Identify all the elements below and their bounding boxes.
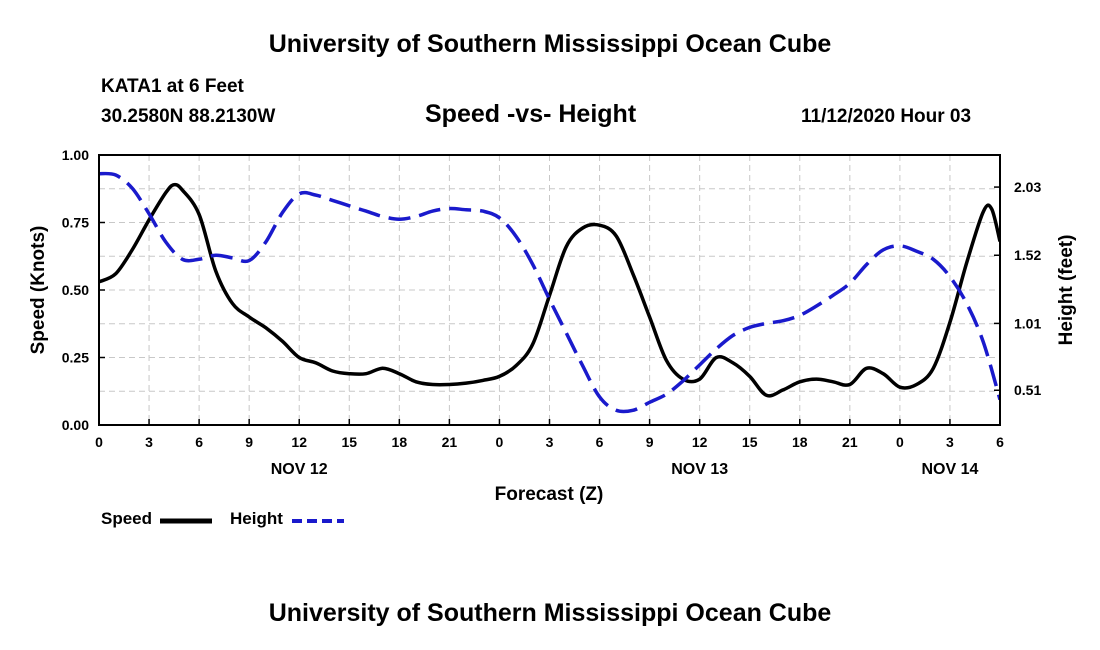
x-tick-label: 6: [195, 434, 203, 450]
series-lines: [99, 171, 1000, 414]
coordinates-label: 30.2580N 88.2130W: [101, 106, 276, 127]
y2-tick-label: 0.51: [1014, 382, 1041, 398]
day-label: NOV 13: [671, 461, 728, 478]
page-title: University of Southern Mississippi Ocean…: [268, 30, 832, 58]
y-tick-label: 0.50: [62, 282, 89, 298]
x-tick-label: 21: [442, 434, 458, 450]
legend-speed-label: Speed: [101, 509, 153, 528]
y-tick-label: 0.75: [62, 215, 89, 231]
x-tick-label: 12: [291, 434, 307, 450]
day-label: NOV 14: [921, 461, 978, 478]
legend-height-label: Height: [230, 509, 283, 528]
y-tick-label: 0.00: [62, 417, 89, 433]
x-tick-label: 15: [341, 434, 357, 450]
axis-ticks: 0 3 6 9 12 15 18 21 0 3 6 9 12 15 18 21 0 3 6 0.00 0.25 0.50 0…: [62, 147, 1042, 478]
x-tick-label: 6: [996, 434, 1004, 450]
datetime-label: 11/12/2020 Hour 03: [801, 106, 972, 127]
station-label: KATA1 at 6 Feet: [101, 76, 244, 97]
y-tick-label: 1.00: [62, 147, 89, 163]
x-tick-label: 12: [692, 434, 708, 450]
height-series-line: [99, 171, 1000, 414]
y2-tick-label: 2.03: [1014, 179, 1041, 195]
x-tick-label: 21: [842, 434, 858, 450]
x-tick-label: 9: [646, 434, 654, 450]
chart-title: Speed -vs- Height: [425, 100, 637, 128]
y2-axis-label: Height (feet): [1056, 235, 1077, 346]
x-tick-label: 6: [596, 434, 604, 450]
y2-tick-label: 1.52: [1014, 247, 1041, 263]
x-tick-label: 0: [896, 434, 904, 450]
x-tick-label: 0: [95, 434, 103, 450]
y-axis-label: Speed (Knots): [28, 226, 49, 355]
footer-title: University of Southern Mississippi Ocean…: [268, 599, 832, 627]
x-tick-label: 3: [145, 434, 153, 450]
x-axis-label: Forecast (Z): [495, 484, 604, 505]
x-tick-label: 9: [245, 434, 253, 450]
x-tick-label: 18: [392, 434, 408, 450]
x-tick-label: 3: [946, 434, 954, 450]
x-tick-label: 15: [742, 434, 758, 450]
y2-tick-label: 1.01: [1014, 315, 1041, 331]
x-tick-label: 0: [496, 434, 504, 450]
x-tick-label: 18: [792, 434, 808, 450]
y-tick-label: 0.25: [62, 350, 89, 366]
day-label: NOV 12: [271, 461, 328, 478]
x-tick-label: 3: [546, 434, 554, 450]
